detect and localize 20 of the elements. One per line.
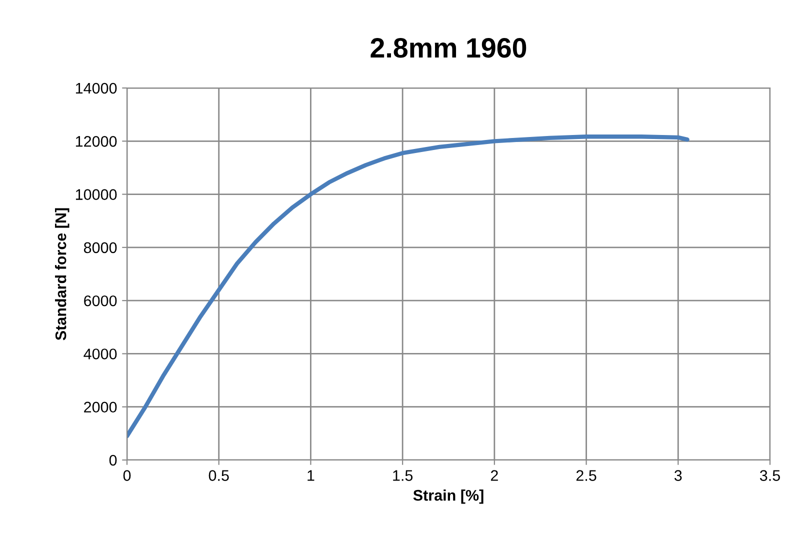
y-tick-label: 8000 — [84, 242, 117, 254]
y-tick-label: 4000 — [84, 348, 117, 360]
x-tick-label: 2 — [490, 470, 498, 481]
y-tick-label: 2000 — [84, 402, 117, 413]
x-tick-label: 2.5 — [576, 470, 596, 481]
x-tick-label: 1.5 — [393, 470, 413, 481]
x-tick-label: 0.5 — [208, 470, 229, 481]
y-tick-label: 12000 — [76, 136, 117, 147]
y-tick-label: 10000 — [76, 189, 117, 200]
x-axis-title: Strain [%] — [413, 490, 484, 504]
y-tick-label: 0 — [109, 454, 117, 466]
x-tick-label: 3.5 — [760, 470, 780, 481]
x-tick-label: 1 — [308, 470, 314, 481]
x-tick-label: 0 — [123, 470, 131, 481]
y-tick-label: 14000 — [76, 82, 117, 94]
y-tick-label: 6000 — [84, 295, 117, 306]
chart-title: 2.8mm 1960 — [370, 38, 526, 58]
y-axis-title: Standard force [N] — [55, 208, 70, 340]
x-tick-label: 3 — [674, 470, 682, 481]
line-series — [127, 134, 690, 438]
